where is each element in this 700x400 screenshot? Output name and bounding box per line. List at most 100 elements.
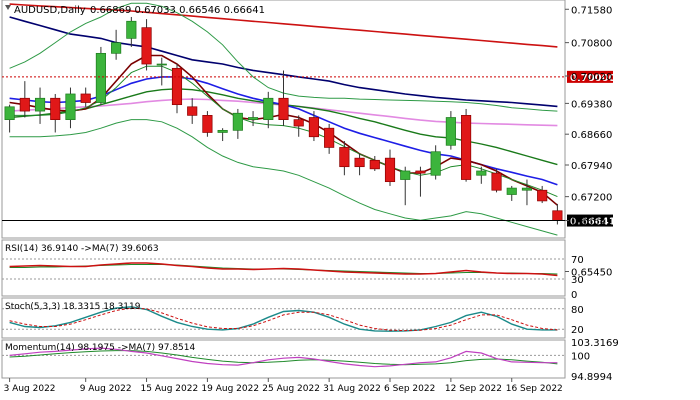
bull-candle-body[interactable] bbox=[476, 170, 487, 176]
bear-candle-body[interactable] bbox=[187, 106, 198, 116]
stoch-label: Stoch(5,3,3) 18.3315 18.3119 bbox=[5, 302, 141, 312]
bull-candle-body[interactable] bbox=[263, 97, 274, 120]
candle bbox=[126, 16, 137, 47]
candle bbox=[461, 108, 472, 182]
bear-candle-body[interactable] bbox=[202, 115, 213, 133]
candle bbox=[50, 93, 61, 133]
date-tick-label: 25 Aug 2022 bbox=[262, 384, 320, 394]
collapse-triangle-icon[interactable] bbox=[5, 5, 11, 10]
level-lines: 0.70000 0.66641 bbox=[2, 70, 616, 228]
candle bbox=[80, 87, 91, 107]
level-price-label: 0.70000 bbox=[570, 73, 616, 84]
candle bbox=[506, 185, 517, 201]
candle bbox=[384, 149, 396, 186]
bear-candle-body[interactable] bbox=[354, 157, 365, 168]
overlay-line-8 bbox=[9, 119, 558, 236]
bear-candle-body[interactable] bbox=[293, 119, 304, 127]
candle bbox=[278, 70, 289, 127]
candle bbox=[141, 19, 152, 71]
candle bbox=[415, 166, 426, 197]
candle bbox=[19, 81, 30, 118]
indicator-tick-label: 20 bbox=[571, 325, 584, 336]
candle bbox=[111, 29, 122, 60]
bull-candle-body[interactable] bbox=[506, 187, 517, 195]
rsi-panel: 70 30 0 bbox=[2, 255, 584, 301]
ohlc-readout: 0.66869 0.67033 0.66546 0.66641 bbox=[90, 5, 265, 16]
bull-candle-body[interactable] bbox=[111, 42, 122, 54]
rsi-label: RSI(14) 36.9140 ->MA(7) 39.6063 bbox=[5, 244, 159, 254]
bear-candle-body[interactable] bbox=[50, 97, 61, 120]
bull-candle-body[interactable] bbox=[34, 97, 46, 112]
candle bbox=[34, 87, 46, 124]
price-tick-label: 0.70800 bbox=[571, 39, 612, 50]
price-tick-label: 0.65450 bbox=[571, 268, 612, 279]
candle bbox=[65, 87, 76, 129]
bull-candle-body[interactable] bbox=[248, 117, 259, 120]
bear-candle-body[interactable] bbox=[141, 27, 152, 65]
date-tick-label: 12 Sep 2022 bbox=[445, 384, 502, 394]
bull-candle-body[interactable] bbox=[156, 63, 167, 66]
level-price-tag[interactable] bbox=[567, 70, 613, 83]
indicator-tick-label: 100 bbox=[571, 351, 590, 362]
candle bbox=[156, 57, 167, 86]
bull-candle-body[interactable] bbox=[430, 151, 441, 176]
indicator-tick-label: 70 bbox=[571, 255, 584, 266]
bull-candle-body[interactable] bbox=[232, 112, 243, 131]
bear-candle-body[interactable] bbox=[80, 93, 91, 103]
candle bbox=[445, 111, 456, 150]
bear-candle-body[interactable] bbox=[384, 157, 396, 183]
price-tick-label: 0.69380 bbox=[571, 99, 612, 110]
candle bbox=[171, 64, 183, 114]
price-axis: 0.71580 0.70800 0.70020 0.69380 0.68660 0.679… bbox=[565, 5, 612, 279]
bear-candle-body[interactable] bbox=[171, 67, 183, 106]
bear-candle-body[interactable] bbox=[491, 172, 502, 191]
price-tick-label: 0.71580 bbox=[571, 5, 612, 16]
bear-candle-body[interactable] bbox=[552, 210, 563, 221]
candle bbox=[232, 108, 243, 139]
bear-candle-body[interactable] bbox=[339, 147, 350, 168]
stoch-panel: 80 20 bbox=[2, 305, 584, 336]
candles bbox=[4, 16, 563, 225]
bear-candle-body[interactable] bbox=[278, 97, 289, 120]
level-price-tag[interactable] bbox=[567, 214, 613, 227]
indicator-line-1 bbox=[9, 347, 558, 368]
candle bbox=[339, 141, 350, 176]
momentum-label: Momentum(14) 98.1975 ->MA(7) 97.8514 bbox=[5, 343, 196, 353]
candle bbox=[369, 156, 380, 171]
indicator-tick-label: 80 bbox=[571, 305, 584, 316]
price-tick-label: 0.70020 bbox=[571, 72, 612, 83]
bear-candle-body[interactable] bbox=[461, 115, 472, 180]
chart-title: AUDUSD,Daily bbox=[14, 5, 86, 16]
date-axis: 3 Aug 2022 9 Aug 2022 15 Aug 2022 19 Aug 20… bbox=[4, 378, 563, 394]
bull-candle-body[interactable] bbox=[217, 129, 228, 133]
date-tick-label: 15 Aug 2022 bbox=[141, 384, 199, 394]
indicator-line-0 bbox=[9, 306, 558, 332]
bear-candle-body[interactable] bbox=[537, 189, 548, 202]
candle bbox=[537, 185, 548, 204]
candle bbox=[248, 111, 259, 127]
panel-frame-3 bbox=[1, 339, 566, 379]
bull-candle-body[interactable] bbox=[521, 187, 533, 191]
bear-candle-body[interactable] bbox=[308, 117, 319, 138]
price-tick-label: 0.68660 bbox=[571, 130, 612, 141]
candle bbox=[187, 98, 198, 124]
bull-candle-body[interactable] bbox=[445, 117, 456, 146]
bull-candle-body[interactable] bbox=[126, 20, 137, 39]
date-tick-label: 9 Aug 2022 bbox=[80, 384, 132, 394]
bear-candle-body[interactable] bbox=[19, 97, 30, 112]
candle bbox=[430, 145, 441, 180]
candle bbox=[95, 46, 106, 105]
bear-candle-body[interactable] bbox=[324, 127, 335, 148]
momentum-panel: 103.3169 100 94.8994 bbox=[2, 338, 619, 383]
date-tick-label: 6 Sep 2022 bbox=[384, 384, 435, 394]
bull-candle-body[interactable] bbox=[400, 170, 411, 180]
bull-candle-body[interactable] bbox=[95, 52, 106, 103]
candle bbox=[400, 166, 411, 206]
bull-candle-body[interactable] bbox=[65, 93, 76, 120]
date-tick-label: 19 Aug 2022 bbox=[201, 384, 259, 394]
bear-candle-body[interactable] bbox=[415, 170, 426, 174]
bull-candle-body[interactable] bbox=[4, 106, 15, 120]
bear-candle-body[interactable] bbox=[369, 159, 380, 170]
indicator-tick-label: 30 bbox=[571, 275, 584, 286]
